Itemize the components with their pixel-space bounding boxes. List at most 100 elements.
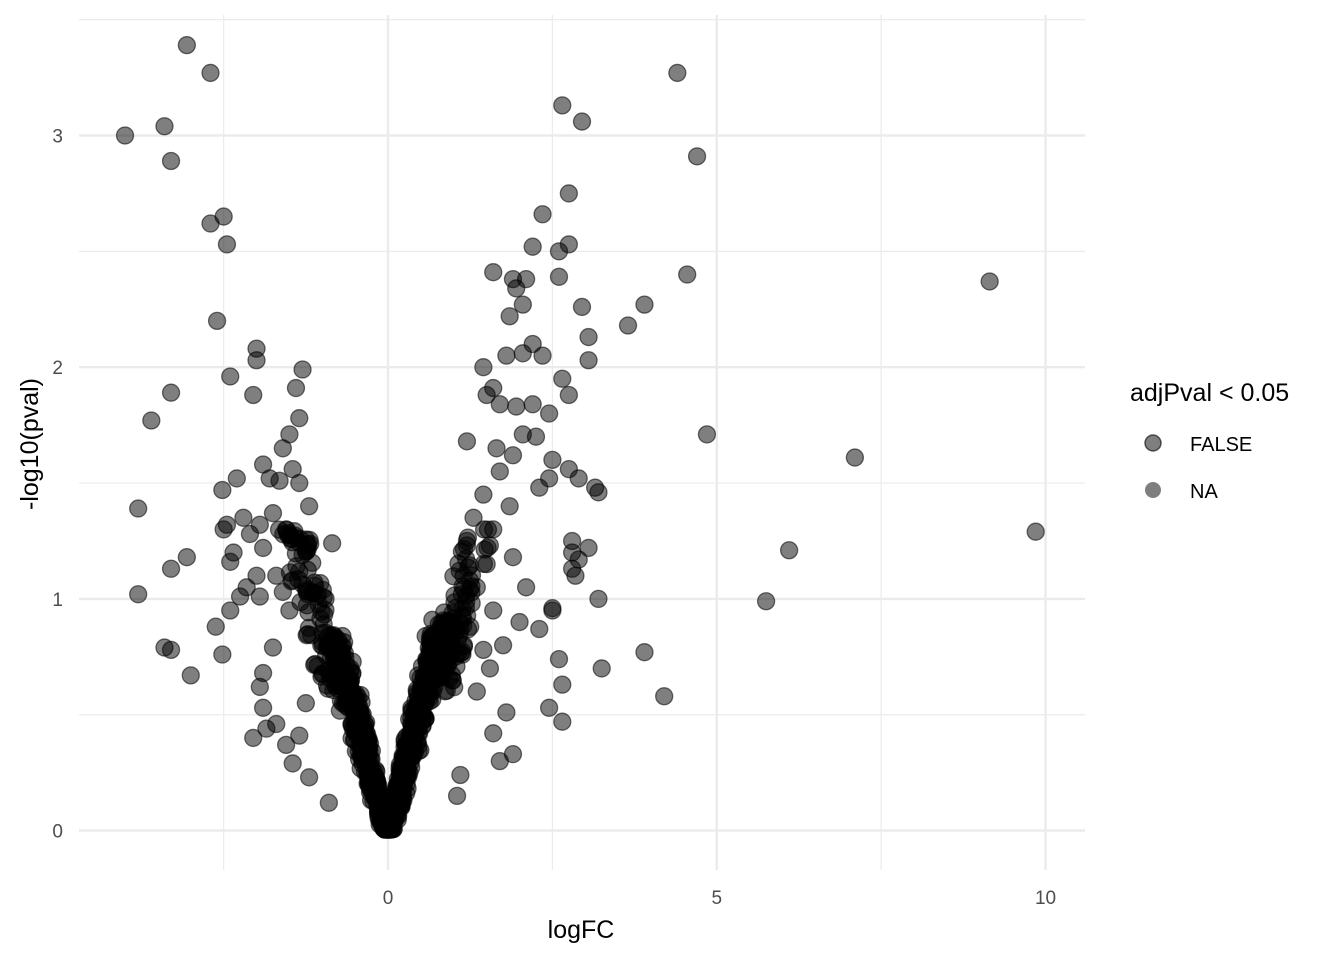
data-point [464, 508, 483, 527]
data-point [484, 520, 503, 539]
data-point [569, 469, 588, 488]
data-point [398, 766, 417, 786]
data-point [207, 311, 227, 331]
data-point [553, 369, 572, 388]
x-tick-label: 5 [712, 888, 723, 909]
data-point [533, 205, 552, 224]
data-point [678, 265, 697, 284]
data-point [346, 690, 366, 709]
data-point [503, 446, 523, 465]
data-point [263, 638, 283, 657]
data-point [526, 427, 546, 446]
data-point [299, 768, 319, 787]
legend-key-na [1145, 482, 1161, 498]
data-point [523, 395, 542, 414]
data-point [484, 378, 503, 398]
data-point [490, 395, 509, 414]
data-point [293, 545, 312, 565]
data-point [490, 462, 509, 481]
data-point [276, 735, 296, 755]
data-point [115, 126, 135, 145]
y-axis-ticks: 0 1 2 3 [52, 126, 63, 842]
data-point [283, 571, 302, 590]
data-point [539, 469, 559, 488]
legend-key-false [1144, 434, 1162, 452]
data-point [367, 773, 387, 792]
data-point [635, 295, 654, 314]
data-point [297, 582, 317, 601]
data-point [276, 520, 296, 539]
data-point [756, 592, 776, 611]
data-point [404, 731, 423, 750]
data-point [129, 499, 148, 518]
data-point [253, 538, 273, 558]
data-point [273, 439, 292, 458]
data-point [290, 726, 309, 745]
data-point [230, 587, 250, 606]
data-point [454, 566, 473, 585]
data-point [213, 480, 232, 500]
data-point [484, 601, 503, 620]
data-point [461, 617, 480, 636]
data-point [579, 351, 598, 370]
data-point [213, 645, 232, 664]
data-point [487, 439, 506, 458]
data-point [480, 659, 500, 678]
data-point [513, 295, 532, 314]
data-point [618, 316, 638, 335]
data-point [161, 151, 181, 171]
data-point [214, 207, 233, 226]
y-tick-label: 0 [52, 822, 63, 843]
data-point [467, 578, 486, 597]
data-point [270, 471, 289, 490]
data-point [177, 548, 196, 567]
data-point [447, 786, 467, 806]
data-point [244, 728, 263, 748]
data-point [267, 566, 286, 585]
legend-label-na: NA [1190, 481, 1218, 503]
data-point [566, 566, 585, 585]
data-point [516, 578, 536, 597]
data-point [221, 552, 240, 571]
data-point [457, 531, 477, 551]
data-point [655, 687, 674, 706]
data-point [247, 351, 266, 370]
x-axis-ticks: 0 5 10 [383, 888, 1056, 909]
data-point [635, 643, 654, 662]
data-point [217, 235, 237, 254]
data-point [533, 346, 552, 365]
data-points [115, 35, 1045, 839]
data-point [451, 765, 470, 785]
data-point [497, 703, 516, 722]
data-point [286, 378, 306, 398]
data-point [507, 279, 526, 298]
data-point [668, 63, 687, 83]
data-point [290, 473, 309, 493]
data-point [539, 698, 559, 717]
y-tick-label: 2 [52, 358, 63, 379]
data-point [484, 263, 503, 282]
data-point [579, 538, 598, 558]
data-point [299, 497, 319, 516]
y-tick-label: 1 [52, 590, 63, 611]
data-point [589, 483, 608, 502]
data-point [779, 541, 799, 560]
y-tick-label: 3 [52, 126, 63, 147]
data-point [549, 649, 569, 669]
data-point [497, 346, 516, 365]
data-point [201, 63, 220, 83]
data-point [592, 659, 611, 678]
data-point [543, 601, 562, 620]
data-point [500, 497, 519, 516]
data-point [296, 694, 315, 713]
data-point [234, 508, 253, 527]
data-point [227, 469, 246, 488]
data-point [129, 585, 148, 604]
data-point [513, 344, 532, 363]
data-point [549, 267, 569, 286]
data-point [474, 485, 493, 504]
data-point [523, 237, 542, 256]
data-point [445, 678, 464, 697]
data-point [507, 397, 526, 416]
data-point [290, 409, 309, 428]
